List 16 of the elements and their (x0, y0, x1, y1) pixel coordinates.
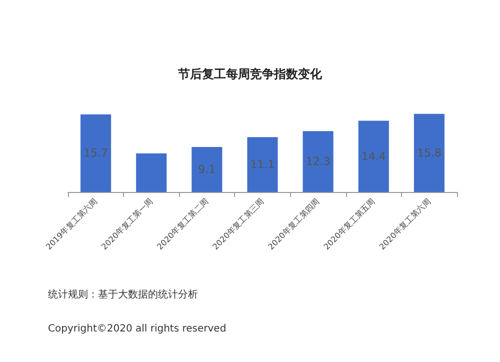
text: 统计规则：基于大数据的统计分析 (48, 288, 198, 300)
bar (80, 114, 112, 192)
bar (302, 131, 334, 192)
bar (192, 147, 222, 192)
bar (358, 120, 389, 192)
data-label: 9.1 (198, 163, 216, 176)
data-label: 11.1 (250, 158, 275, 172)
bar (414, 114, 444, 192)
chart-title: 节后复工每周竞争指数变化 (177, 67, 323, 81)
bar (247, 137, 278, 192)
data-label: 14.4 (361, 150, 386, 163)
data-label: 12.3 (306, 155, 330, 168)
data-label: 15.8 (416, 146, 442, 160)
data-label: 15.7 (84, 146, 108, 160)
bar (136, 153, 167, 192)
text: Copyright©2020 all rights reserved (48, 324, 226, 334)
